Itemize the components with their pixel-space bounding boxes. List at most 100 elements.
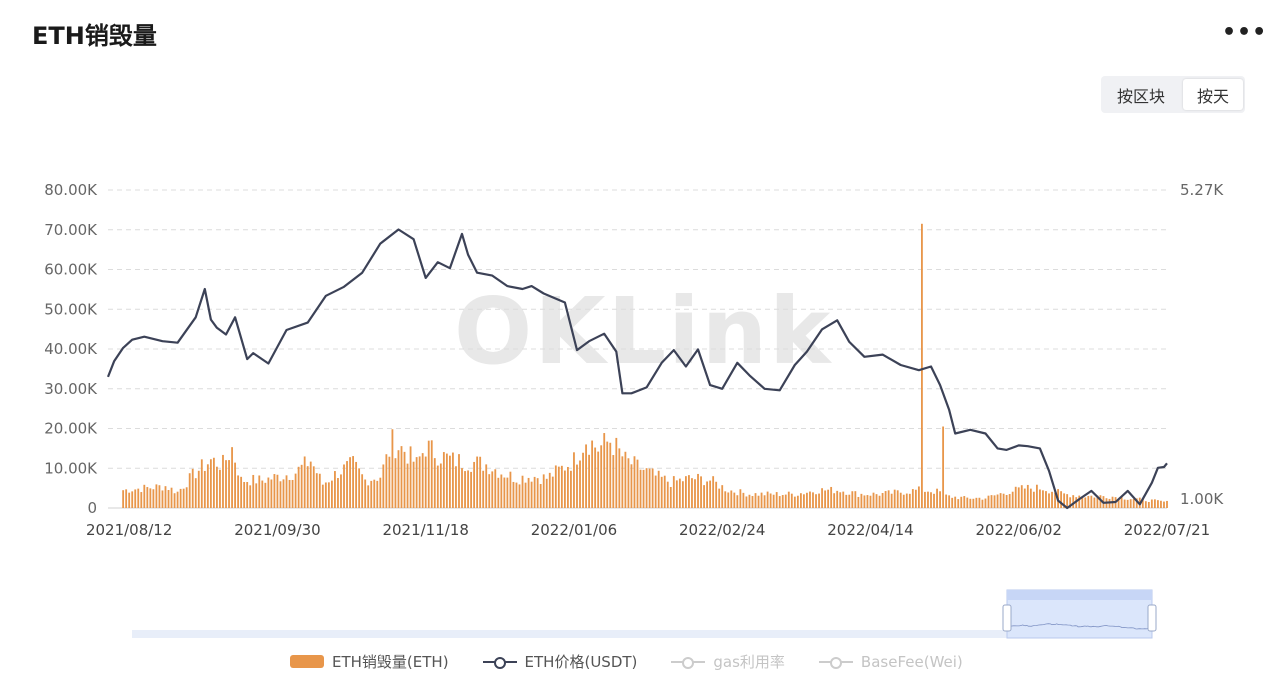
burn-bar [642,469,645,508]
more-dots-icon[interactable]: ••• [1222,20,1268,45]
burn-bar [715,481,718,508]
burn-bar [890,493,893,508]
burn-bar [563,470,566,508]
burn-bar [382,464,385,508]
burn-bar [491,471,494,508]
burn-bar [854,491,857,508]
burn-bar [473,461,476,508]
burn-bar [757,495,760,508]
burn-bar [494,469,497,508]
burn-bar [633,456,636,508]
burn-bar [914,489,917,508]
burn-bar [927,491,929,508]
legend-label-gas: gas利用率 [713,653,785,671]
burn-bar [718,488,721,508]
burn-bar [818,493,820,508]
burn-bar [1117,499,1120,508]
burn-bar [197,470,200,508]
burn-bar [742,492,745,508]
burn-bar [924,491,926,508]
burn-bar [1099,495,1102,508]
burn-bar [618,448,621,508]
burn-bar [987,495,990,508]
burn-bar [972,498,975,508]
burn-bar [793,496,796,508]
burn-bar [893,489,896,508]
burn-bar [222,454,224,508]
burn-bar [1132,499,1135,508]
burn-bar [1093,497,1096,508]
burn-bar [261,480,264,508]
burn-bar [651,468,654,508]
burn-bar [1035,484,1038,508]
burn-bar [1066,494,1069,508]
burn-bar [212,457,215,508]
legend-label-price: ETH价格(USDT) [524,653,638,671]
burn-bar [585,444,587,508]
burn-bar [424,456,427,508]
burn-bar [412,461,415,508]
legend-item-gas[interactable]: gas利用率 [671,651,785,672]
burn-bar [343,464,345,508]
burn-bar [1072,495,1075,508]
view-toggle: 按区块 按天 [1101,76,1245,113]
burn-bar [1002,493,1005,508]
burn-bar [476,456,479,508]
burn-bar [836,490,839,508]
legend-item-price[interactable]: ETH价格(USDT) [482,651,638,672]
burn-bar [485,464,488,508]
legend: ETH销毁量(ETH) ETH价格(USDT) gas利用率 BaseFee(W… [290,651,997,672]
zoom-handle-right[interactable] [1147,604,1157,632]
zoom-handle-left[interactable] [1002,604,1012,632]
burn-bar [1054,492,1056,508]
x-tick-label: 2022/02/24 [679,521,765,539]
burn-bar [542,474,545,508]
burn-bar [1166,500,1168,508]
burn-bar [627,458,630,508]
burn-bar [267,477,270,508]
burn-bar [787,491,790,508]
burn-bar [533,476,536,508]
burn-bar [551,476,554,508]
by-block-button[interactable]: 按区块 [1116,86,1165,106]
burn-bar [470,471,472,508]
burn-bar [479,456,482,508]
price-line [106,228,1168,510]
burn-bar [500,474,503,508]
burn-bar [228,460,230,508]
burn-bar [170,487,173,508]
legend-item-basefee[interactable]: BaseFee(Wei) [818,653,963,671]
y-left-tick-label: 30.00K [44,380,98,398]
burn-bar [1029,488,1032,508]
burn-bar [615,437,618,508]
legend-item-burn[interactable]: ETH销毁量(ETH) [290,651,449,672]
burn-bar [1087,495,1090,508]
burn-bar [237,475,240,508]
burn-bar [772,494,775,508]
burn-bar [536,478,539,508]
burn-bar [697,473,699,508]
y-right-tick-label: 5.27K [1180,181,1224,199]
burn-bar [1120,496,1123,508]
burn-bar [149,488,152,508]
burn-bar [878,495,881,508]
burn-bar [636,459,639,508]
burn-bar [291,479,294,508]
burn-bar [191,468,194,508]
burn-bar [176,491,179,508]
burn-bar [984,498,987,508]
burn-bar [939,491,941,508]
burn-bar [724,491,727,508]
burn-bar [936,488,938,508]
burn-bar [712,476,715,508]
burn-bar [370,480,373,508]
burn-bar [685,476,687,508]
y-left-tick-label: 60.00K [44,261,98,279]
burn-bar [609,442,612,508]
burn-bar [579,460,581,508]
by-day-button[interactable]: 按天 [1183,79,1243,110]
burn-bar [996,494,999,508]
burn-bar [209,459,212,508]
burn-bar [784,494,787,508]
y-left-tick-label: 40.00K [44,340,98,358]
